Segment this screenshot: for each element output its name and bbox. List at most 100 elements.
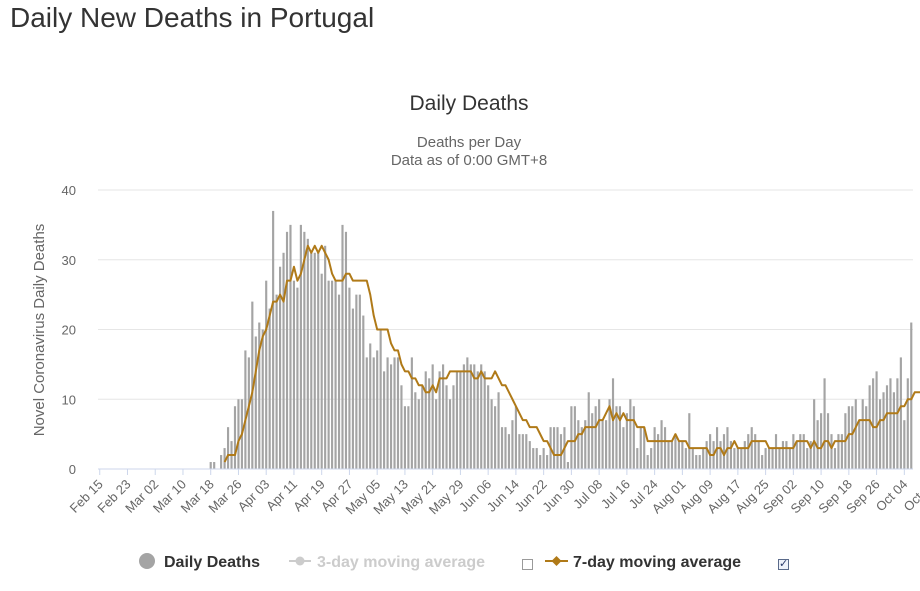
daily-deaths-bar[interactable] xyxy=(636,448,639,469)
daily-deaths-bar[interactable] xyxy=(497,392,500,469)
daily-deaths-bar[interactable] xyxy=(289,224,292,470)
daily-deaths-bar[interactable] xyxy=(601,420,604,469)
daily-deaths-bar[interactable] xyxy=(327,280,330,469)
daily-deaths-bar[interactable] xyxy=(840,434,843,470)
daily-deaths-bar[interactable] xyxy=(396,357,400,469)
daily-deaths-bar[interactable] xyxy=(882,392,885,469)
daily-deaths-bar[interactable] xyxy=(435,399,438,469)
daily-deaths-bar[interactable] xyxy=(362,315,365,469)
daily-deaths-bar[interactable] xyxy=(348,287,351,469)
legend-item-3-day-average[interactable]: 3-day moving average xyxy=(289,554,485,571)
daily-deaths-bar[interactable] xyxy=(285,231,289,469)
daily-deaths-bar[interactable] xyxy=(861,399,864,469)
daily-deaths-bar[interactable] xyxy=(504,427,507,469)
daily-deaths-bar[interactable] xyxy=(833,448,837,469)
daily-deaths-bar[interactable] xyxy=(265,280,268,469)
daily-deaths-bar[interactable] xyxy=(535,448,538,469)
daily-deaths-bar[interactable] xyxy=(351,308,354,469)
daily-deaths-bar[interactable] xyxy=(442,364,445,470)
daily-deaths-bar[interactable] xyxy=(483,371,486,469)
daily-deaths-bar[interactable] xyxy=(625,413,628,469)
daily-deaths-bar[interactable] xyxy=(663,427,667,469)
daily-deaths-bar[interactable] xyxy=(743,441,746,469)
daily-deaths-bar[interactable] xyxy=(646,455,649,469)
daily-deaths-bar[interactable] xyxy=(209,462,212,469)
daily-deaths-bar[interactable] xyxy=(476,371,479,469)
daily-deaths-bar[interactable] xyxy=(809,441,812,469)
daily-deaths-bar[interactable] xyxy=(546,455,549,469)
daily-deaths-bar[interactable] xyxy=(899,357,902,469)
daily-deaths-bar[interactable] xyxy=(892,392,895,469)
daily-deaths-bar[interactable] xyxy=(355,294,358,470)
daily-deaths-bar[interactable] xyxy=(816,420,819,469)
daily-deaths-bar[interactable] xyxy=(559,434,563,470)
daily-deaths-bar[interactable] xyxy=(910,322,913,469)
daily-deaths-bar[interactable] xyxy=(521,434,524,470)
daily-deaths-bar[interactable] xyxy=(282,252,285,469)
daily-deaths-bar[interactable] xyxy=(830,434,833,470)
daily-deaths-bar[interactable] xyxy=(622,427,625,469)
daily-deaths-bar[interactable] xyxy=(237,399,240,469)
daily-deaths-bar[interactable] xyxy=(729,441,732,469)
daily-deaths-bar[interactable] xyxy=(500,427,504,469)
daily-deaths-bar[interactable] xyxy=(650,448,653,469)
daily-deaths-bar[interactable] xyxy=(518,434,521,470)
daily-deaths-bar[interactable] xyxy=(403,406,406,469)
daily-deaths-bar[interactable] xyxy=(629,399,632,469)
daily-deaths-bar[interactable] xyxy=(764,448,767,469)
daily-deaths-bar[interactable] xyxy=(220,455,223,469)
daily-deaths-bar[interactable] xyxy=(584,420,587,469)
daily-deaths-bar[interactable] xyxy=(334,280,337,469)
daily-deaths-bar[interactable] xyxy=(459,371,462,469)
toggle-3-day-average-checkbox[interactable] xyxy=(522,559,533,570)
daily-deaths-bar[interactable] xyxy=(719,441,722,469)
daily-deaths-bar[interactable] xyxy=(379,329,382,470)
daily-deaths-bar[interactable] xyxy=(455,371,459,469)
daily-deaths-bar[interactable] xyxy=(448,399,452,469)
daily-deaths-bar[interactable] xyxy=(417,399,420,469)
daily-deaths-bar[interactable] xyxy=(414,392,417,469)
daily-deaths-bar[interactable] xyxy=(795,441,798,469)
legend-item-daily-deaths[interactable]: Daily Deaths xyxy=(139,553,260,571)
daily-deaths-bar[interactable] xyxy=(247,357,250,469)
daily-deaths-bar[interactable] xyxy=(275,294,278,470)
daily-deaths-bar[interactable] xyxy=(806,448,809,469)
daily-deaths-bar[interactable] xyxy=(677,441,680,469)
daily-deaths-bar[interactable] xyxy=(407,406,410,469)
daily-deaths-bar[interactable] xyxy=(854,399,857,469)
daily-deaths-bar[interactable] xyxy=(410,357,413,469)
daily-deaths-bar[interactable] xyxy=(660,420,663,469)
daily-deaths-bar[interactable] xyxy=(639,427,642,469)
daily-deaths-bar[interactable] xyxy=(643,427,646,469)
daily-deaths-bar[interactable] xyxy=(299,224,302,470)
daily-deaths-bar[interactable] xyxy=(223,448,226,469)
daily-deaths-bar[interactable] xyxy=(757,441,760,469)
daily-deaths-bar[interactable] xyxy=(878,399,882,469)
daily-deaths-bar[interactable] xyxy=(528,441,531,469)
daily-deaths-bar[interactable] xyxy=(577,420,580,469)
daily-deaths-bar[interactable] xyxy=(580,427,583,469)
daily-deaths-bar[interactable] xyxy=(552,427,556,469)
daily-deaths-bar[interactable] xyxy=(213,462,216,469)
daily-deaths-bar[interactable] xyxy=(389,364,393,470)
daily-deaths-bar[interactable] xyxy=(525,434,528,470)
daily-deaths-bar[interactable] xyxy=(858,420,861,469)
daily-deaths-bar[interactable] xyxy=(695,455,698,469)
daily-deaths-bar[interactable] xyxy=(587,392,590,469)
daily-deaths-bar[interactable] xyxy=(473,364,476,470)
daily-deaths-bar[interactable] xyxy=(771,448,774,469)
daily-deaths-bar[interactable] xyxy=(684,448,687,469)
daily-deaths-bar[interactable] xyxy=(480,364,483,470)
daily-deaths-bar[interactable] xyxy=(670,441,674,469)
daily-deaths-bar[interactable] xyxy=(837,434,840,470)
daily-deaths-bar[interactable] xyxy=(709,434,712,470)
daily-deaths-bar[interactable] xyxy=(885,385,889,469)
daily-deaths-bar[interactable] xyxy=(511,420,514,469)
daily-deaths-bar[interactable] xyxy=(747,434,750,470)
daily-deaths-bar[interactable] xyxy=(279,266,282,469)
daily-deaths-bar[interactable] xyxy=(490,399,493,469)
daily-deaths-bar[interactable] xyxy=(310,252,313,469)
daily-deaths-bar[interactable] xyxy=(594,406,597,469)
daily-deaths-bar[interactable] xyxy=(657,434,660,470)
daily-deaths-bar[interactable] xyxy=(566,462,569,469)
